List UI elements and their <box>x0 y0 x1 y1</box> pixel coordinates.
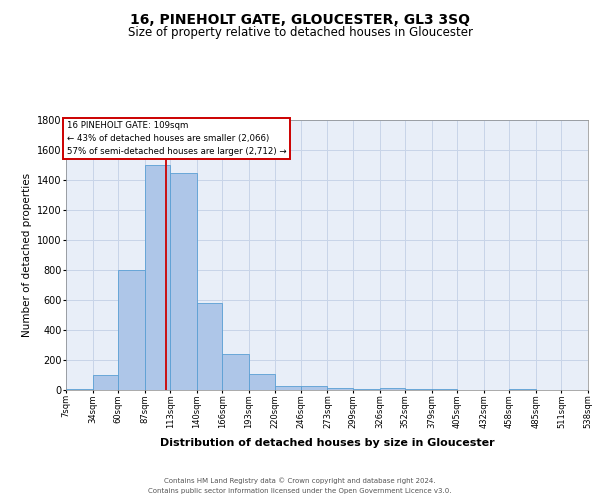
Bar <box>118 270 145 390</box>
Text: Size of property relative to detached houses in Gloucester: Size of property relative to detached ho… <box>128 26 473 39</box>
Text: 16 PINEHOLT GATE: 109sqm
← 43% of detached houses are smaller (2,066)
57% of sem: 16 PINEHOLT GATE: 109sqm ← 43% of detach… <box>67 122 287 156</box>
Bar <box>275 386 301 390</box>
Bar <box>92 375 118 390</box>
Bar <box>353 389 380 390</box>
Bar <box>249 374 275 390</box>
Y-axis label: Number of detached properties: Number of detached properties <box>22 173 32 337</box>
Bar <box>509 389 536 390</box>
Text: Contains public sector information licensed under the Open Government Licence v3: Contains public sector information licen… <box>148 488 452 494</box>
Text: Distribution of detached houses by size in Gloucester: Distribution of detached houses by size … <box>160 438 494 448</box>
Bar <box>328 388 353 390</box>
Text: Contains HM Land Registry data © Crown copyright and database right 2024.: Contains HM Land Registry data © Crown c… <box>164 478 436 484</box>
Bar <box>380 388 405 390</box>
Bar <box>223 354 249 390</box>
Bar <box>170 172 197 390</box>
Bar <box>431 389 457 390</box>
Bar <box>66 389 92 390</box>
Bar <box>145 165 170 390</box>
Bar <box>197 303 223 390</box>
Bar <box>405 389 431 390</box>
Text: 16, PINEHOLT GATE, GLOUCESTER, GL3 3SQ: 16, PINEHOLT GATE, GLOUCESTER, GL3 3SQ <box>130 12 470 26</box>
Bar <box>301 386 328 390</box>
